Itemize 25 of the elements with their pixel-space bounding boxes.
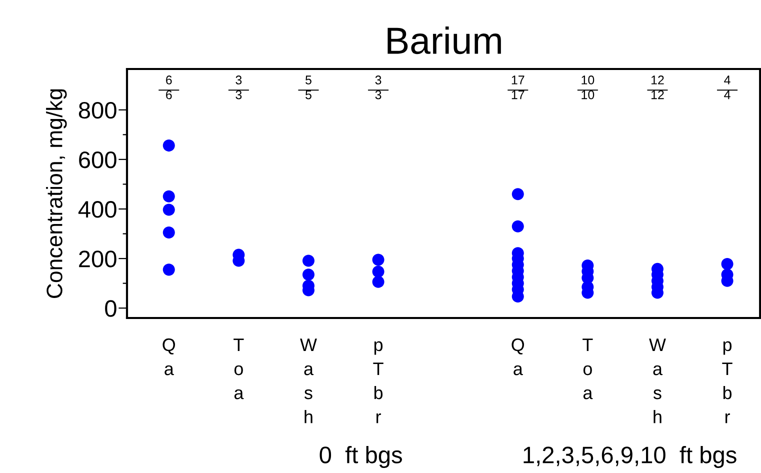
text: 0 ft bgs xyxy=(320,446,402,468)
y-tick-label: 200 xyxy=(79,250,116,268)
chart-title: Barium xyxy=(388,26,501,54)
x-tick-label: T o a xyxy=(234,338,244,400)
y-tick-label: 800 xyxy=(78,102,116,119)
annotation: 3 3 xyxy=(236,76,242,100)
text: 1,2,3,5,6,9,10 ft bgs xyxy=(524,446,736,468)
annotation: 5 5 xyxy=(306,76,312,100)
y-tick-label: 600 xyxy=(79,152,116,168)
x-tick-label: T o a xyxy=(582,338,593,400)
y-tick-label: 400 xyxy=(78,201,116,218)
annotation: 4 4 xyxy=(724,76,730,100)
x-tick-label: W a s h xyxy=(300,338,317,424)
y-axis-title: Concentration, mg/kg xyxy=(46,89,67,298)
annotation: 3 3 xyxy=(375,76,382,100)
annotation: 6 6 xyxy=(166,76,172,100)
x-tick-label: W a s h xyxy=(649,338,666,424)
x-tick-label: p T b r xyxy=(722,341,732,424)
annotation: 17 17 xyxy=(512,76,524,100)
x-tick-label: Q a xyxy=(512,338,524,376)
annotation: 12 12 xyxy=(651,76,664,100)
x-tick-label: Q a xyxy=(162,338,176,376)
x-tick-label: p T b r xyxy=(373,341,384,424)
y-tick-label: 0 xyxy=(105,300,116,317)
annotation: 10 10 xyxy=(582,76,594,100)
